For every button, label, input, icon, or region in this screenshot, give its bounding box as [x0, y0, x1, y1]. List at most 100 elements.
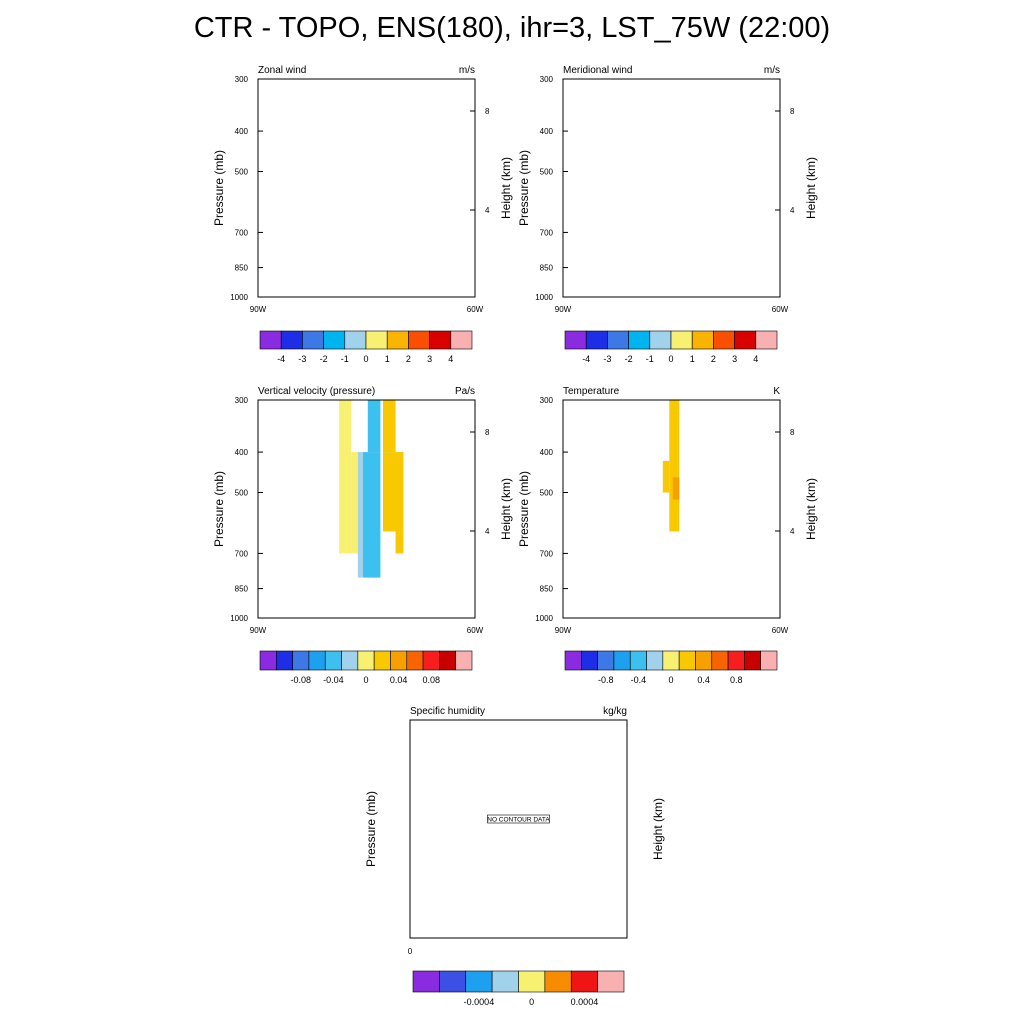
y-axis-label: Pressure (mb) — [364, 791, 378, 867]
colorbar-label: 1 — [690, 354, 695, 364]
colorbar: -0.08 -0.04 0 0.04 0.08 — [259, 650, 473, 685]
y-right-tick-label: 8 — [485, 428, 490, 437]
contour-fill — [357, 452, 364, 578]
colorbar-label: 3 — [427, 354, 432, 364]
colorbar-swatch — [564, 330, 587, 350]
colorbar-label: 0.8 — [730, 675, 743, 685]
colorbar-swatch — [691, 330, 714, 350]
panel-title: Temperature — [563, 386, 620, 397]
panel-units: Pa/s — [455, 386, 475, 397]
y-axis-label-right: Height (km) — [804, 157, 818, 219]
x-tick-label: 0 — [408, 947, 413, 956]
x-tick-label: 90W — [250, 305, 267, 314]
colorbar-label: 0.0004 — [571, 997, 599, 1007]
notice-text: NO CONTOUR DATA — [487, 817, 550, 824]
colorbar-label: 0 — [529, 997, 534, 1007]
colorbar-swatch — [292, 650, 310, 671]
colorbar-label: -0.08 — [291, 675, 312, 685]
contour-fill — [672, 477, 680, 500]
contour-fill — [669, 400, 680, 532]
chart-panel-4: Temperature K Pressure (mb) Height (km) 300 4… — [517, 386, 818, 685]
colorbar-label: 0 — [363, 675, 368, 685]
colorbar-swatch — [341, 650, 359, 671]
x-tick-label: 90W — [555, 626, 572, 635]
colorbar-swatch — [544, 970, 572, 993]
y-tick-label: 700 — [235, 228, 249, 237]
chart-panel-5: Specific humidity kg/kg Pressure (mb) Heigh… — [364, 706, 665, 1007]
y-right-tick-label: 4 — [790, 527, 795, 536]
contour-fill — [363, 452, 381, 578]
chart-panel-3: Vertical velocity (pressure) Pa/s Pressure… — [212, 386, 513, 685]
plot-frame — [409, 719, 628, 939]
colorbar-label: -0.8 — [598, 675, 614, 685]
y-axis-label: Pressure (mb) — [212, 471, 226, 547]
colorbar-swatch — [259, 650, 277, 671]
y-right-tick-label: 4 — [790, 206, 795, 215]
colorbar-label: -1 — [646, 354, 654, 364]
colorbar-label: 4 — [753, 354, 758, 364]
colorbar-swatch — [365, 330, 388, 350]
colorbar-swatch — [465, 970, 493, 993]
colorbar-label: 0 — [668, 354, 673, 364]
y-tick-label: 300 — [540, 75, 554, 84]
colorbar-swatch — [422, 650, 440, 671]
x-tick-label: 60W — [772, 305, 789, 314]
plot-frame — [257, 399, 476, 619]
colorbar-swatch — [344, 330, 367, 350]
colorbar-swatch — [280, 330, 303, 350]
colorbar-label: -3 — [603, 354, 611, 364]
y-axis-label-right: Height (km) — [499, 157, 513, 219]
y-tick-label: 700 — [235, 549, 249, 558]
colorbar-label: 0 — [668, 675, 673, 685]
y-tick-label: 850 — [235, 585, 249, 594]
y-tick-label: 1000 — [230, 293, 248, 302]
colorbar-label: -2 — [320, 354, 328, 364]
colorbar-swatch — [678, 650, 696, 671]
y-right-tick-label: 8 — [485, 107, 490, 116]
colorbar-swatch — [276, 650, 293, 671]
colorbar: -0.0004 0 0.0004 — [412, 970, 625, 1007]
x-tick-label: 90W — [250, 626, 267, 635]
y-tick-label: 700 — [540, 549, 554, 558]
figure-title: CTR - TOPO, ENS(180), ihr=3, LST_75W (22… — [193, 12, 831, 44]
y-axis-label-right: Height (km) — [651, 798, 665, 860]
y-tick-label: 1000 — [535, 614, 553, 623]
y-axis-label-right: Height (km) — [499, 478, 513, 540]
colorbar-swatch — [570, 970, 598, 993]
colorbar-swatch — [581, 650, 598, 671]
y-axis-label: Pressure (mb) — [212, 150, 226, 226]
y-right-tick-label: 4 — [485, 206, 490, 215]
colorbar-swatch — [613, 650, 631, 671]
colorbar-label: 2 — [406, 354, 411, 364]
y-tick-label: 300 — [235, 75, 249, 84]
y-right-tick-label: 8 — [790, 428, 795, 437]
colorbar-swatch — [744, 650, 761, 671]
contour-fill — [382, 400, 396, 453]
notice-box — [487, 814, 550, 824]
chart-panel-1: Zonal wind m/s Pressure (mb) Height (km) 300… — [212, 65, 513, 364]
colorbar-swatch — [607, 330, 629, 350]
colorbar-swatch — [450, 330, 473, 350]
colorbar-swatch — [734, 330, 757, 350]
colorbar-swatch — [406, 650, 424, 671]
colorbar-swatch — [628, 330, 651, 350]
colorbar-label: 0.04 — [390, 675, 408, 685]
y-tick-label: 850 — [540, 585, 554, 594]
colorbar-swatch — [386, 330, 409, 350]
colorbar: -4 -3 -2 -1 0 1 2 3 4 — [564, 330, 778, 364]
colorbar-label: -0.0004 — [464, 997, 495, 1007]
y-tick-label: 400 — [540, 448, 554, 457]
y-tick-label: 500 — [235, 167, 249, 176]
colorbar-swatch — [585, 330, 608, 350]
y-tick-label: 500 — [540, 488, 554, 497]
colorbar-swatch — [324, 650, 342, 671]
colorbar-label: -2 — [625, 354, 633, 364]
colorbar: -0.8 -0.4 0 0.4 0.8 — [564, 650, 778, 685]
colorbar-swatch — [373, 650, 391, 671]
colorbar-swatch — [755, 330, 778, 350]
colorbar-swatch — [564, 650, 582, 671]
colorbar-label: -0.4 — [631, 675, 647, 685]
contour-fill — [367, 400, 381, 453]
colorbar-swatch — [259, 330, 282, 350]
colorbar-swatch — [491, 970, 519, 993]
